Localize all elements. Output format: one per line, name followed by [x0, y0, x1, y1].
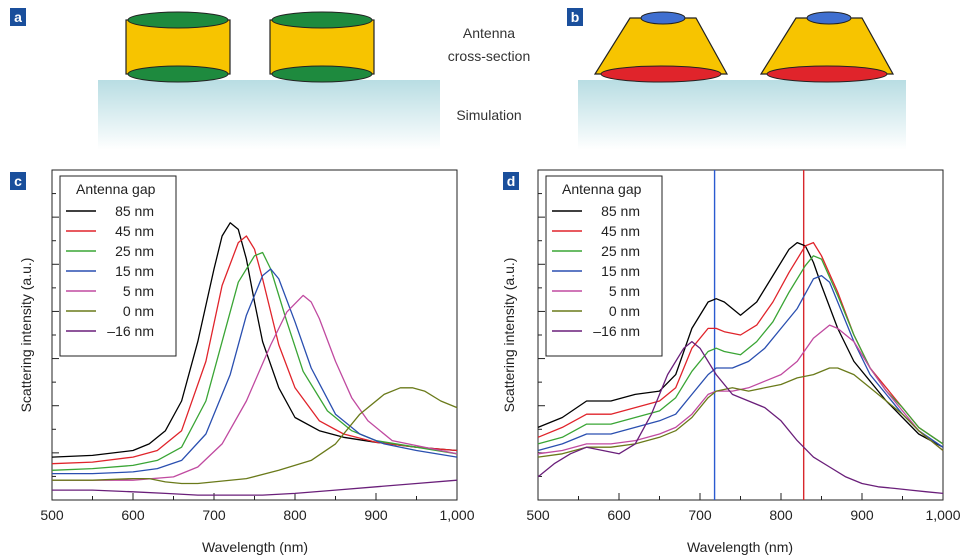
c-series-line-1 [51, 235, 458, 465]
c-legend-entry: 0 nm [123, 303, 154, 319]
panel-c-badge [10, 172, 26, 190]
c-x-tick-label: 500 [40, 507, 64, 523]
panel-b-substrate [578, 80, 906, 150]
panel-b-label: b [571, 9, 580, 25]
panel-a: a [10, 8, 440, 150]
chart-c: c 500 600 700 800 900 1,000 Wavelength (nm) S… [10, 169, 475, 555]
panel-d-label: d [507, 173, 516, 189]
panel-a-substrate [98, 80, 440, 150]
c-legend-entry: 45 nm [115, 223, 154, 239]
chart-c-x-ticks: 500 600 700 800 900 1,000 [40, 493, 475, 523]
chart-d: d 500 600 700 800 900 1,000 Wavelength (nm) S… [501, 169, 961, 555]
c-legend-entry: 15 nm [115, 263, 154, 279]
chart-c-legend-box [59, 175, 177, 357]
c-series-line-2 [51, 251, 458, 471]
c-x-tick-label: 800 [283, 507, 307, 523]
caption-cross-section: cross-section [448, 48, 530, 64]
d-series-line-0 [537, 241, 944, 448]
d-x-tick-label: 500 [526, 507, 550, 523]
chart-c-ylabel: Scattering intensity (a.u.) [18, 258, 34, 413]
d-x-tick-label: 1,000 [925, 507, 960, 523]
c-series-line-4 [52, 294, 458, 481]
d-series-line-4 [537, 324, 944, 455]
d-series-line-6 [537, 340, 944, 495]
c-series-line-6 [52, 479, 458, 496]
d-x-tick-label: 800 [769, 507, 793, 523]
c-x-tick-label: 900 [364, 507, 388, 523]
chart-c-xlabel: Wavelength (nm) [202, 539, 308, 555]
d-x-tick-label: 700 [688, 507, 712, 523]
chart-d-xlabel: Wavelength (nm) [687, 539, 793, 555]
c-legend-entry: –16 nm [107, 323, 154, 339]
panel-a-badge [10, 8, 26, 26]
c-series-line-5 [52, 387, 458, 485]
d-legend-entry: 25 nm [601, 243, 640, 259]
d-legend-entry: 45 nm [601, 223, 640, 239]
c-x-tick-label: 1,000 [439, 507, 474, 523]
chart-d-series [537, 241, 944, 495]
panel-b: b [567, 8, 906, 150]
panel-b-antenna-right [759, 11, 895, 83]
chart-d-vertical-markers [713, 170, 805, 500]
chart-c-series [51, 222, 458, 496]
chart-d-legend-box [545, 175, 663, 357]
c-legend-entry: 25 nm [115, 243, 154, 259]
d-x-tick-label: 600 [607, 507, 631, 523]
d-legend-entry: –16 nm [593, 323, 640, 339]
caption-simulation: Simulation [456, 107, 521, 123]
panel-b-antenna-left [593, 11, 729, 83]
chart-c-legend: Antenna gap 85 nm 45 nm 25 nm 15 nm 5 nm 0 nm… [59, 175, 177, 357]
d-legend-entry: 85 nm [601, 203, 640, 219]
c-legend-entry: 5 nm [123, 283, 154, 299]
chart-d-legend: Antenna gap 85 nm 45 nm 25 nm 15 nm 5 nm 0 nm… [545, 175, 663, 357]
chart-d-legend-title: Antenna gap [562, 181, 642, 197]
panel-a-label: a [14, 9, 22, 25]
panel-b-badge [567, 8, 583, 26]
c-x-tick-label: 600 [121, 507, 145, 523]
d-x-tick-label: 900 [850, 507, 874, 523]
c-series-line-3 [52, 268, 458, 475]
chart-c-y-ticks [52, 169, 59, 501]
c-legend-entry: 85 nm [115, 203, 154, 219]
d-legend-entry: 0 nm [609, 303, 640, 319]
d-series-line-5 [537, 367, 944, 458]
c-series-line-0 [51, 222, 458, 458]
panel-a-antenna-right [269, 11, 375, 83]
d-legend-entry: 5 nm [609, 283, 640, 299]
c-x-tick-label: 700 [202, 507, 226, 523]
d-series-line-3 [537, 274, 944, 452]
chart-d-ylabel: Scattering intensity (a.u.) [501, 258, 517, 413]
chart-d-x-ticks: 500 600 700 800 900 1,000 [526, 493, 961, 523]
panel-a-antenna-left [125, 11, 231, 83]
d-legend-entry: 15 nm [601, 263, 640, 279]
chart-c-legend-title: Antenna gap [76, 181, 156, 197]
panel-c-label: c [14, 173, 22, 189]
panel-d-badge [503, 172, 519, 190]
caption-antenna: Antenna [463, 25, 515, 41]
